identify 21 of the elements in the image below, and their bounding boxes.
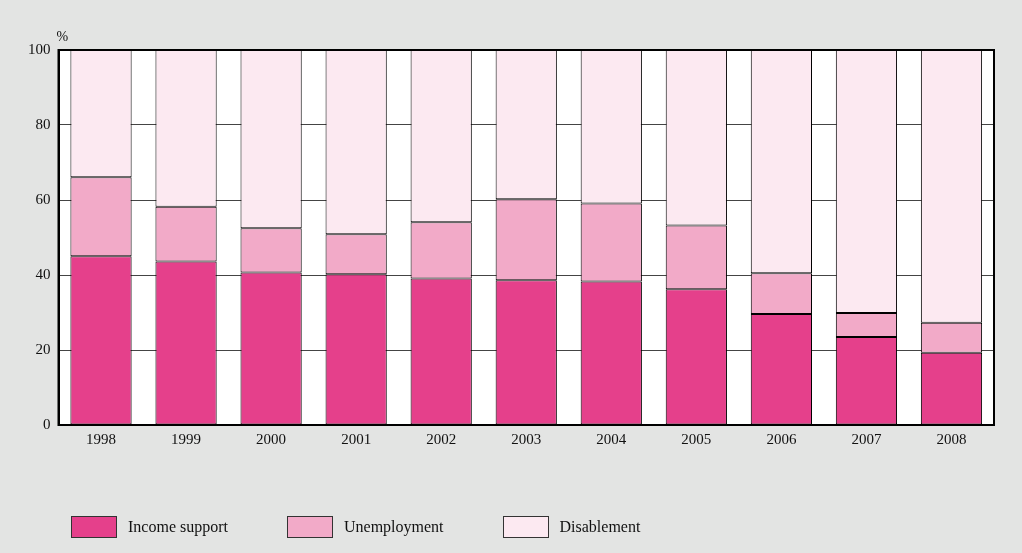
x-tick-label: 2003: [511, 430, 542, 447]
x-tick-label: 1999: [171, 430, 202, 447]
x-tick-label: 2006: [766, 430, 797, 447]
x-tick-label: 2008: [936, 430, 967, 447]
legend-label: Income support: [128, 518, 228, 536]
x-tick-label: 1998: [86, 430, 117, 447]
y-tick-label: 40: [35, 265, 51, 282]
y-tick-label: 60: [35, 190, 51, 207]
x-tick-label: 2004: [596, 430, 627, 447]
legend-label: Unemployment: [343, 518, 444, 536]
y-tick-label: 20: [35, 340, 51, 357]
y-axis-title: %: [56, 28, 69, 44]
y-tick-label: 100: [28, 40, 51, 57]
x-tick-label: 2002: [426, 430, 457, 447]
legend-label: Disablement: [559, 518, 641, 536]
x-tick-label: 2001: [341, 430, 372, 447]
x-tick-label: 2000: [256, 430, 287, 447]
x-tick-label: 2005: [681, 430, 712, 447]
y-tick-label: 0: [43, 415, 51, 432]
x-tick-label: 2007: [851, 430, 882, 447]
y-tick-label: 80: [35, 115, 51, 132]
